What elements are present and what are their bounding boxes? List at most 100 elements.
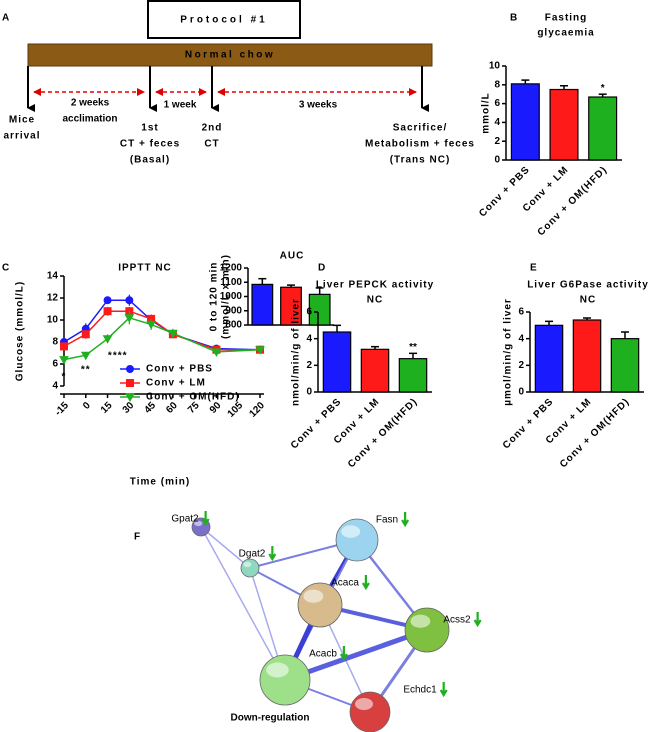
bar	[322, 331, 352, 393]
event-label: Sacrifice/	[393, 123, 447, 134]
y-tick-label: 4	[306, 333, 312, 344]
bar	[308, 293, 331, 326]
marker	[102, 335, 113, 344]
bar	[534, 324, 564, 393]
x-tick-label: Conv + OM(HFD)	[346, 396, 420, 470]
y-axis-label: Glucose (mmol/L)	[15, 281, 26, 381]
bar	[510, 83, 540, 161]
node-shine	[266, 662, 289, 678]
marker	[59, 356, 69, 365]
chow-label: Normal chow	[185, 50, 275, 61]
node-label: Dgat2	[239, 549, 266, 560]
significance: *	[62, 372, 67, 383]
y-tick-label: 6	[52, 359, 58, 370]
y-tick-label: 2	[494, 136, 500, 147]
bar	[610, 338, 640, 393]
y-tick-label: 2	[306, 360, 312, 371]
event-label: 1st	[141, 123, 158, 134]
legend-label: Conv + OM(HFD)	[146, 392, 240, 403]
y-tick-label: 4	[494, 117, 500, 128]
down-arrow	[401, 512, 410, 528]
marker	[124, 314, 135, 323]
chow-bar	[27, 43, 433, 67]
chart-title: NC	[367, 295, 383, 306]
bar	[588, 96, 618, 161]
interval-label: 3 weeks	[299, 100, 338, 111]
marker	[103, 307, 112, 316]
y-tick-label: 2	[518, 360, 524, 371]
y-tick-label: 4	[52, 381, 58, 392]
legend-label: Conv + PBS	[146, 364, 213, 375]
y-tick-label: 1100	[220, 277, 242, 288]
marker	[168, 329, 178, 339]
event-label: Metabolism + feces	[365, 139, 475, 150]
node-shine	[355, 698, 373, 710]
series-line	[63, 299, 261, 351]
marker	[80, 351, 91, 361]
chart-title: glycaemia	[537, 28, 594, 39]
bar	[572, 319, 602, 393]
y-tick-label: 6	[306, 307, 312, 318]
significance: *	[601, 83, 605, 94]
node-label: Acacb	[309, 649, 337, 660]
panel-letter: A	[2, 13, 9, 24]
y-axis-label: 0 to 120 min	[209, 262, 220, 332]
event-label: (Trans NC)	[390, 155, 451, 166]
panel-letter: F	[134, 532, 140, 543]
significance: ****	[108, 351, 128, 362]
down-arrow	[361, 575, 370, 591]
legend-label: Conv + LM	[146, 378, 206, 389]
marker	[103, 296, 112, 305]
protein-node	[349, 691, 391, 732]
protein-node	[240, 558, 260, 578]
marker	[146, 320, 156, 330]
marker	[126, 379, 134, 387]
bar	[398, 358, 428, 393]
event-label: CT	[204, 139, 219, 150]
x-tick-label: -15	[53, 400, 71, 418]
interval-label: 1 week	[164, 100, 197, 111]
y-axis-label: (mmol/L x min)	[221, 254, 232, 339]
marker	[60, 342, 68, 351]
marker	[125, 296, 134, 305]
y-tick-label: 10	[47, 315, 59, 326]
chart-title: NC	[580, 295, 596, 306]
x-tick-label: 105	[226, 400, 246, 420]
node-label: Fasn	[376, 515, 398, 526]
y-tick-label: 12	[47, 293, 59, 304]
down-arrow	[201, 511, 210, 527]
panel-letter: E	[530, 263, 537, 274]
event-label: CT + feces	[120, 139, 180, 150]
significance: **	[81, 365, 91, 376]
chart-title: AUC	[280, 251, 305, 262]
y-tick-label: 0	[518, 387, 524, 398]
y-tick-label: 0	[494, 155, 500, 166]
node-shine	[194, 520, 203, 527]
node-shine	[410, 614, 431, 628]
interval-label: 2 weeks	[71, 98, 110, 109]
marker	[255, 346, 265, 355]
y-tick-label: 4	[518, 333, 524, 344]
y-axis-label: µmol/min/g of liver	[503, 298, 514, 406]
node-label: Gpat2	[171, 514, 199, 525]
panel-letter: C	[2, 263, 9, 274]
y-tick-label: 6	[518, 307, 524, 318]
down-arrow	[339, 646, 348, 662]
node-shine	[243, 561, 252, 568]
node-label: Echdc1	[403, 685, 437, 696]
node-label: Acss2	[443, 615, 471, 626]
interval-label: acclimation	[62, 114, 117, 125]
y-tick-label: 800	[225, 320, 242, 331]
x-tick-label: 15	[99, 400, 115, 416]
chart-title: Liver G6Pase activity	[527, 280, 649, 291]
significance: **	[409, 342, 417, 353]
y-tick-label: 900	[225, 305, 242, 316]
protein-node	[335, 518, 379, 562]
down-arrow	[473, 612, 482, 628]
regulation-note: Down-regulation	[231, 713, 310, 724]
marker	[126, 365, 134, 373]
x-tick-label: 30	[121, 400, 137, 416]
down-arrow	[268, 546, 277, 562]
event-label: (Basal)	[130, 155, 170, 166]
y-tick-label: 8	[52, 337, 58, 348]
